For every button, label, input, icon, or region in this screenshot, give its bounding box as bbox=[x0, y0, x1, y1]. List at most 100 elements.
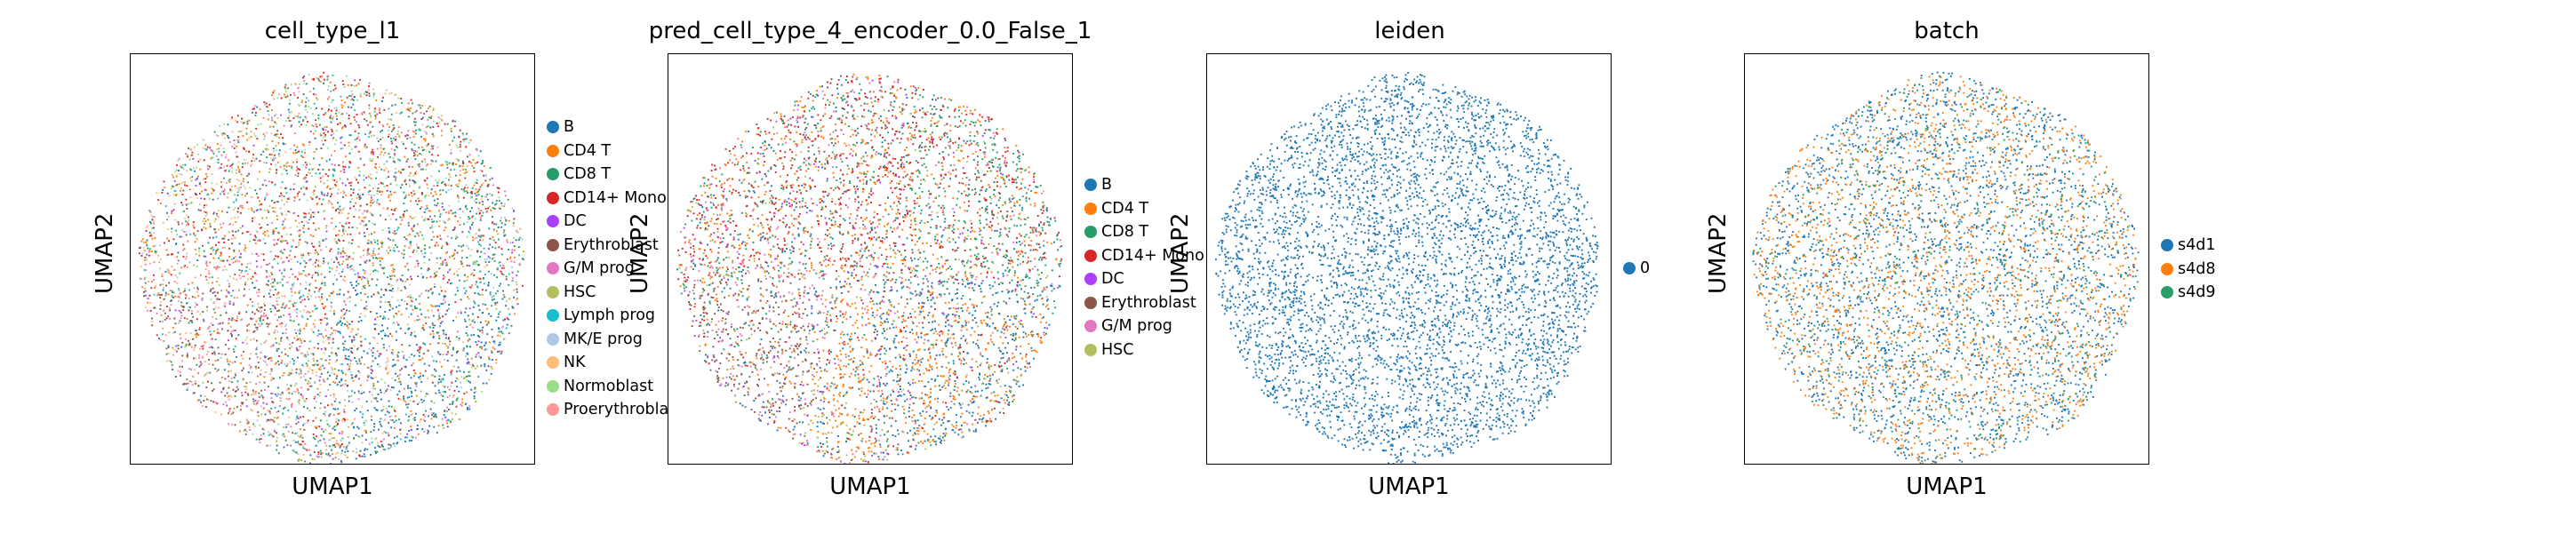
legend-marker bbox=[547, 191, 559, 204]
points-mk-e-prog bbox=[141, 74, 517, 461]
legend-label: DC bbox=[564, 212, 587, 230]
points-g-m-prog bbox=[143, 75, 521, 457]
scatter-points bbox=[1752, 71, 2140, 464]
points-erythroblast bbox=[678, 75, 1060, 463]
points-s4d1 bbox=[1752, 71, 2139, 464]
y-axis-label: UMAP2 bbox=[92, 212, 118, 293]
legend-item: s4d9 bbox=[2161, 283, 2216, 301]
y-axis-label: UMAP2 bbox=[1705, 212, 1732, 293]
legend-marker bbox=[547, 309, 559, 322]
points-proerythroblast bbox=[139, 89, 522, 447]
plot-area bbox=[1744, 53, 2149, 465]
legend-label: CD4 T bbox=[564, 142, 611, 160]
x-axis-label: UMAP1 bbox=[1356, 473, 1462, 500]
legend-item: HSC bbox=[547, 283, 596, 301]
legend-item: NK bbox=[547, 354, 586, 371]
x-axis-label: UMAP1 bbox=[1893, 473, 2000, 500]
legend-item: s4d1 bbox=[2161, 236, 2216, 254]
legend-item: DC bbox=[1084, 270, 1124, 288]
points-0 bbox=[1215, 72, 1599, 464]
legend-item: HSC bbox=[1084, 341, 1134, 359]
legend-label: 0 bbox=[1640, 259, 1650, 277]
legend-item: Proerythroblast bbox=[547, 401, 683, 418]
legend-item: B bbox=[1084, 176, 1112, 194]
legend-item: CD4 T bbox=[1084, 200, 1148, 218]
legend-label: s4d8 bbox=[2178, 260, 2216, 278]
legend-item: DC bbox=[547, 212, 587, 230]
legend-label: CD14+ Mono bbox=[564, 189, 667, 207]
points-s4d8 bbox=[1753, 76, 2137, 464]
points-hsc bbox=[143, 93, 516, 460]
legend-item: G/M prog bbox=[547, 259, 635, 277]
legend-label: MK/E prog bbox=[564, 330, 643, 348]
plot-area bbox=[1206, 53, 1612, 465]
legend-marker bbox=[1084, 296, 1097, 309]
legend-marker bbox=[1084, 226, 1097, 238]
legend-item: MK/E prog bbox=[547, 330, 643, 348]
legend-item: Erythroblast bbox=[547, 236, 659, 254]
points-normoblast bbox=[146, 77, 524, 463]
legend-marker bbox=[547, 262, 559, 274]
points-cd14-mono bbox=[677, 76, 1063, 456]
legend-label: B bbox=[564, 118, 574, 136]
plot-area bbox=[668, 53, 1073, 465]
legend-label: G/M prog bbox=[1101, 317, 1172, 335]
panel-title: leiden bbox=[1374, 18, 1444, 44]
legend-label: Normoblast bbox=[564, 378, 653, 395]
legend-marker bbox=[547, 356, 559, 369]
legend-marker bbox=[1084, 320, 1097, 332]
legend-marker bbox=[1084, 179, 1097, 191]
legend-label: HSC bbox=[1101, 341, 1134, 359]
legend-label: G/M prog bbox=[564, 259, 635, 277]
legend-marker bbox=[547, 144, 559, 157]
legend-label: Lymph prog bbox=[564, 306, 655, 324]
legend-label: Erythroblast bbox=[1101, 294, 1196, 312]
points-lymph-prog bbox=[143, 75, 522, 464]
y-axis-label: UMAP2 bbox=[1167, 212, 1194, 293]
points-cd8-t bbox=[140, 76, 524, 464]
legend-label: HSC bbox=[564, 283, 596, 301]
legend-marker bbox=[1084, 202, 1097, 215]
scatter-points bbox=[676, 73, 1063, 464]
panel-title: cell_type_l1 bbox=[265, 18, 401, 44]
points-cd8-t bbox=[680, 76, 1062, 456]
scatter-points bbox=[1215, 72, 1599, 464]
legend-marker bbox=[1084, 273, 1097, 285]
panel-title: pred_cell_type_4_encoder_0.0_False_1 bbox=[649, 18, 1092, 44]
legend-marker bbox=[2161, 286, 2173, 298]
panel-title: batch bbox=[1914, 18, 1979, 44]
legend-item: 0 bbox=[1623, 259, 1650, 277]
points-s4d9 bbox=[1752, 75, 2140, 463]
legend-marker bbox=[547, 168, 559, 180]
legend-marker bbox=[547, 215, 559, 227]
legend-marker bbox=[547, 379, 559, 393]
legend-item: s4d8 bbox=[2161, 260, 2216, 278]
legend-marker bbox=[547, 403, 559, 416]
x-axis-label: UMAP1 bbox=[279, 473, 386, 500]
legend-label: NK bbox=[564, 354, 586, 371]
legend-item: Erythroblast bbox=[1084, 294, 1196, 312]
legend-label: B bbox=[1101, 176, 1112, 194]
legend-item: Normoblast bbox=[547, 378, 653, 395]
legend-label: CD8 T bbox=[1101, 223, 1148, 241]
points-b bbox=[139, 82, 520, 464]
scatter-points bbox=[138, 71, 524, 464]
legend-label: Erythroblast bbox=[564, 236, 659, 254]
legend-marker bbox=[547, 285, 559, 298]
legend-marker bbox=[547, 332, 559, 346]
legend-label: s4d9 bbox=[2178, 283, 2216, 301]
points-g-m-prog bbox=[679, 80, 1061, 463]
legend-marker bbox=[1084, 343, 1097, 356]
legend-item: CD4 T bbox=[547, 142, 611, 160]
points-cd4-t bbox=[678, 73, 1058, 464]
legend-label: s4d1 bbox=[2178, 236, 2216, 254]
legend-marker bbox=[1623, 262, 1636, 274]
points-cd14-mono bbox=[138, 71, 524, 457]
legend-item: G/M prog bbox=[1084, 317, 1172, 335]
y-axis-label: UMAP2 bbox=[627, 212, 653, 293]
legend-item: B bbox=[547, 118, 574, 136]
legend-marker bbox=[2161, 239, 2173, 251]
x-axis-label: UMAP1 bbox=[817, 473, 924, 500]
legend-label: DC bbox=[1101, 270, 1124, 288]
legend-marker bbox=[547, 238, 559, 251]
